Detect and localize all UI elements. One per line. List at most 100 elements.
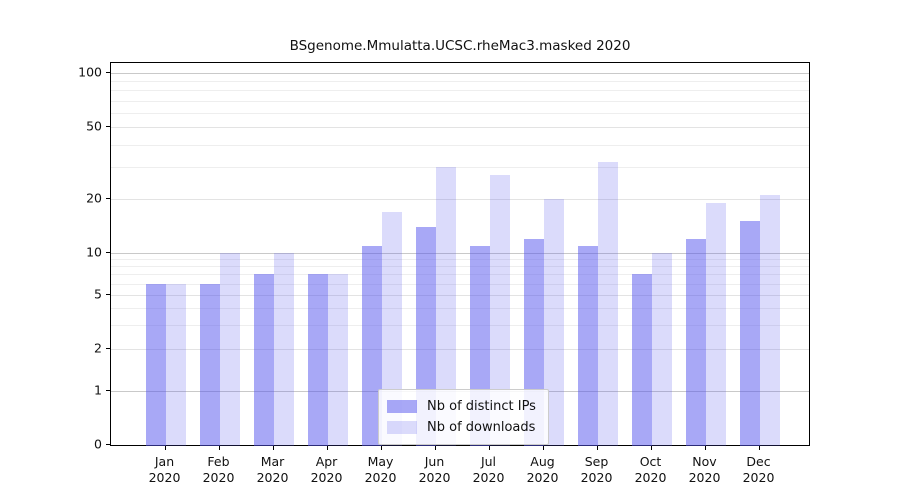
x-tick-year: 2020 xyxy=(148,470,181,485)
x-tick-year: 2020 xyxy=(688,470,721,485)
y-tick-100 xyxy=(106,72,110,73)
y-tick-label-10: 10 xyxy=(86,244,102,260)
legend-row-distinct-ips: Nb of distinct IPs xyxy=(387,396,536,417)
legend-row-downloads: Nb of downloads xyxy=(387,417,536,438)
gridline-80 xyxy=(111,90,809,91)
gridline-50 xyxy=(111,127,809,128)
bar-downloads-jan xyxy=(165,284,186,446)
bar-distinct-ips-nov xyxy=(685,239,706,446)
bar-downloads-sep xyxy=(597,162,618,446)
x-tick-label-jul: Jul 2020 xyxy=(459,454,519,486)
legend-label: Nb of distinct IPs xyxy=(427,399,536,414)
y-tick-label-20: 20 xyxy=(86,190,102,206)
x-tick-label-jun: Jun 2020 xyxy=(405,454,465,486)
bar-distinct-ips-feb xyxy=(199,284,220,446)
x-tick-label-may: May 2020 xyxy=(351,454,411,486)
gridline-5 xyxy=(111,295,809,296)
x-tick-label-oct: Oct 2020 xyxy=(621,454,681,486)
x-tick-apr xyxy=(326,446,328,450)
x-tick-nov xyxy=(704,446,706,450)
y-tick-label-1: 1 xyxy=(94,382,102,398)
gridline-9 xyxy=(111,259,809,260)
gridline-60 xyxy=(111,113,809,114)
gridline-20 xyxy=(111,199,809,200)
gridline-6 xyxy=(111,284,809,285)
x-tick-year: 2020 xyxy=(742,470,775,485)
bar-distinct-ips-mar xyxy=(253,274,274,446)
y-tick-label-100: 100 xyxy=(78,64,102,80)
y-tick-label-5: 5 xyxy=(94,286,102,302)
x-tick-feb xyxy=(218,446,220,450)
plot-area xyxy=(110,62,810,446)
y-tick-50 xyxy=(106,126,110,127)
legend-swatch-downloads xyxy=(387,421,417,434)
gridline-100 xyxy=(111,73,809,74)
gridline-7 xyxy=(111,274,809,275)
y-tick-5 xyxy=(106,294,110,295)
y-tick-20 xyxy=(106,198,110,199)
x-tick-sep xyxy=(596,446,598,450)
gridline-8 xyxy=(111,266,809,267)
bar-distinct-ips-apr xyxy=(307,274,328,446)
x-tick-year: 2020 xyxy=(580,470,613,485)
x-tick-label-feb: Feb 2020 xyxy=(189,454,249,486)
bar-downloads-oct xyxy=(651,253,672,446)
bar-distinct-ips-oct xyxy=(631,274,652,446)
bar-downloads-apr xyxy=(327,274,348,446)
gridline-90 xyxy=(111,81,809,82)
y-tick-1 xyxy=(106,390,110,391)
x-tick-label-jan: Jan 2020 xyxy=(135,454,195,486)
x-tick-label-nov: Nov 2020 xyxy=(675,454,735,486)
x-tick-year: 2020 xyxy=(418,470,451,485)
bar-distinct-ips-dec xyxy=(739,221,760,446)
x-tick-year: 2020 xyxy=(310,470,343,485)
x-tick-jul xyxy=(488,446,490,450)
bar-downloads-jul xyxy=(489,175,510,446)
x-tick-label-apr: Apr 2020 xyxy=(297,454,357,486)
x-tick-dec xyxy=(758,446,760,450)
x-tick-mar xyxy=(272,446,274,450)
x-tick-oct xyxy=(650,446,652,450)
x-tick-year: 2020 xyxy=(634,470,667,485)
bar-downloads-nov xyxy=(705,203,726,446)
bar-distinct-ips-sep xyxy=(577,246,598,446)
x-tick-label-aug: Aug 2020 xyxy=(513,454,573,486)
x-tick-aug xyxy=(542,446,544,450)
gridline-4 xyxy=(111,308,809,309)
legend-swatch-distinct-ips xyxy=(387,400,417,413)
x-tick-label-sep: Sep 2020 xyxy=(567,454,627,486)
x-tick-may xyxy=(380,446,382,450)
y-tick-label-2: 2 xyxy=(94,340,102,356)
gridline-30 xyxy=(111,167,809,168)
gridline-3 xyxy=(111,325,809,326)
x-tick-jun xyxy=(434,446,436,450)
x-tick-year: 2020 xyxy=(364,470,397,485)
legend-label: Nb of downloads xyxy=(427,420,536,435)
gridline-2 xyxy=(111,349,809,350)
gridline-70 xyxy=(111,101,809,102)
x-tick-year: 2020 xyxy=(526,470,559,485)
y-tick-10 xyxy=(106,252,110,253)
y-tick-2 xyxy=(106,348,110,349)
bar-downloads-feb xyxy=(219,253,240,446)
bar-downloads-aug xyxy=(543,199,564,446)
legend: Nb of distinct IPs Nb of downloads xyxy=(378,389,549,445)
x-tick-label-mar: Mar 2020 xyxy=(243,454,303,486)
chart-title: BSgenome.Mmulatta.UCSC.rheMac3.masked 20… xyxy=(289,38,631,54)
x-tick-jan xyxy=(164,446,166,450)
gridline-40 xyxy=(111,145,809,146)
gridline-10 xyxy=(111,253,809,254)
bar-distinct-ips-jan xyxy=(145,284,166,446)
bar-downloads-jun xyxy=(435,167,456,446)
x-tick-year: 2020 xyxy=(256,470,289,485)
bar-downloads-mar xyxy=(273,253,294,446)
bar-downloads-may xyxy=(381,212,402,446)
bar-downloads-dec xyxy=(759,195,780,446)
y-tick-0 xyxy=(106,444,110,445)
x-tick-label-dec: Dec 2020 xyxy=(729,454,789,486)
y-tick-label-50: 50 xyxy=(86,118,102,134)
bar-distinct-ips-may xyxy=(361,246,382,446)
x-tick-year: 2020 xyxy=(472,470,505,485)
x-tick-year: 2020 xyxy=(202,470,235,485)
